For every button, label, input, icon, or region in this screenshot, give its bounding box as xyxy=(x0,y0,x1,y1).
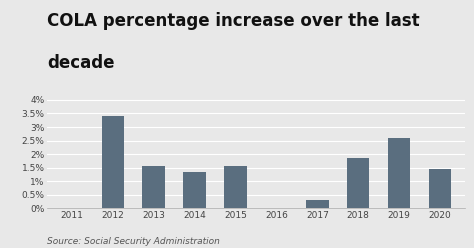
Bar xyxy=(306,200,328,208)
Bar xyxy=(183,172,206,208)
Bar xyxy=(429,169,451,208)
Bar xyxy=(101,116,124,208)
Bar xyxy=(388,138,410,208)
Bar xyxy=(347,158,369,208)
Text: decade: decade xyxy=(47,54,115,72)
Text: COLA percentage increase over the last: COLA percentage increase over the last xyxy=(47,12,420,30)
Bar xyxy=(224,166,247,208)
Text: Source: Social Security Administration: Source: Social Security Administration xyxy=(47,237,220,246)
Bar xyxy=(143,166,165,208)
